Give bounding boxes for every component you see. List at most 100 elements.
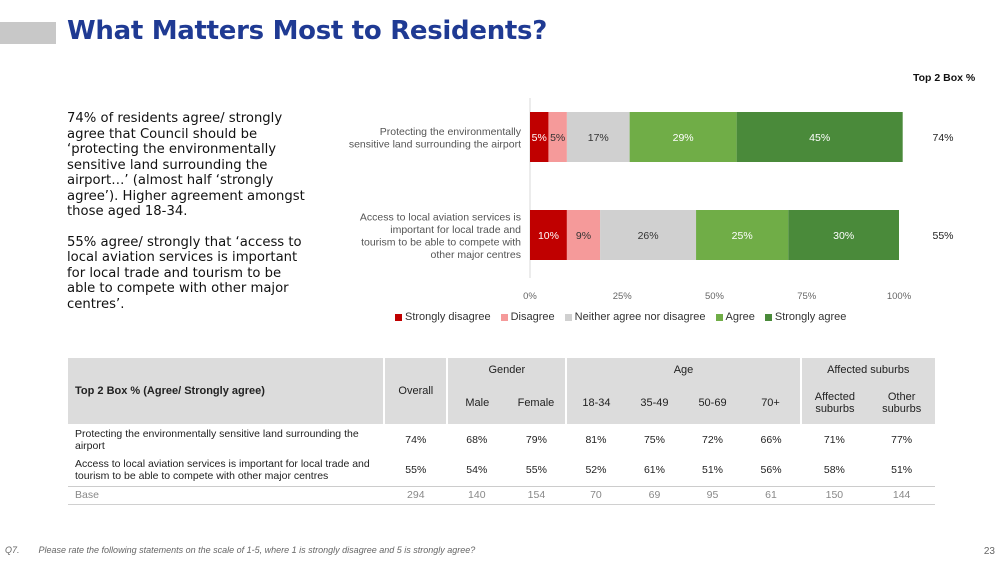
cell: 51% — [891, 464, 913, 477]
cell: 61% — [643, 464, 665, 477]
row-label: Protecting the environmentally sensitive… — [75, 427, 359, 452]
cell: 56% — [760, 464, 782, 477]
cell: 81% — [585, 433, 607, 446]
legend-swatch — [564, 313, 572, 321]
cell: 69 — [625, 485, 684, 504]
chart-svg: Protecting the environmentally sensitive … — [349, 98, 954, 302]
top2box-value: 55% — [932, 230, 953, 242]
stacked-bar-chart: Protecting the environmentally sensitive … — [330, 98, 980, 328]
data-label: 26% — [638, 230, 659, 242]
footnote: Q7. Please rate the following statements … — [5, 545, 475, 555]
col-age-35-49: 35-49 — [640, 397, 669, 409]
data-label: 5% — [532, 132, 547, 144]
top2box-value: 74% — [932, 132, 953, 144]
data-label: 29% — [673, 132, 694, 144]
data-label: 17% — [588, 132, 609, 144]
page-title: What Matters Most to Residents? — [67, 16, 547, 46]
x-tick-label: 75% — [797, 291, 817, 302]
cell: 52% — [585, 464, 607, 477]
cell: 55% — [405, 464, 427, 477]
x-tick-label: 50% — [705, 291, 725, 302]
legend-item: Neither agree nor disagree — [564, 311, 706, 323]
category-label: Access to local aviation services is impo… — [360, 211, 521, 261]
col-other-suburbs: Other suburbs — [882, 391, 922, 415]
legend-label: Strongly disagree — [405, 311, 491, 323]
bar-segment — [530, 112, 549, 162]
cell: 55% — [525, 464, 547, 477]
data-label: 30% — [833, 230, 854, 242]
cell: 77% — [891, 433, 913, 446]
cell: 66% — [760, 433, 782, 446]
bar-segment — [566, 210, 601, 260]
table-row: Protecting the environmentally sensitive… — [68, 424, 935, 455]
legend-swatch — [715, 313, 723, 321]
cell: 58% — [823, 464, 845, 477]
cell: 154 — [506, 485, 567, 504]
col-age-70-plus: 70+ — [761, 397, 780, 409]
legend-swatch — [395, 313, 402, 321]
col-male: Male — [446, 382, 507, 424]
legend-label: Neither agree nor disagree — [574, 311, 706, 323]
title-accent-tab — [0, 22, 56, 44]
cell: 95 — [683, 485, 742, 504]
commentary-paragraph-1: 74% of residents agree/ strongly agree t… — [67, 111, 305, 219]
cell: 140 — [447, 485, 507, 504]
bar-segment — [548, 112, 567, 162]
category-label: Protecting the environmentally sensitive … — [349, 126, 522, 151]
x-tick-label: 0% — [523, 291, 537, 302]
bar-segment — [788, 210, 899, 260]
bar-segment — [566, 112, 630, 162]
cell: 71% — [823, 433, 845, 446]
col-female: Female — [517, 397, 555, 409]
col-affected-suburbs: Affected suburbs — [799, 382, 869, 424]
cell: 70 — [566, 485, 626, 504]
bar-segment — [736, 112, 903, 162]
cell: 144 — [868, 485, 935, 504]
footnote-question: Q7. — [5, 545, 20, 555]
cell: 51% — [702, 464, 724, 477]
category-label-line: Protecting the environmentally — [380, 126, 522, 138]
cell: 75% — [643, 433, 665, 446]
cell: 54% — [466, 464, 488, 477]
commentary-text: 74% of residents agree/ strongly agree t… — [67, 111, 312, 327]
legend-label: Disagree — [510, 311, 555, 323]
legend-item: Agree — [715, 311, 755, 323]
x-tick-label: 100% — [887, 291, 912, 302]
top2box-header: Top 2 Box % — [913, 72, 976, 84]
legend-swatch — [500, 313, 508, 321]
group-gender: Gender — [446, 358, 567, 382]
legend-item: Strongly agree — [764, 311, 847, 323]
table-row-header: Top 2 Box % (Agree/ Strongly agree) — [75, 385, 265, 397]
col-age-50-69: 50-69 — [698, 397, 727, 409]
data-label: 5% — [550, 132, 565, 144]
bar-segment — [696, 210, 789, 260]
category-label-line: sensitive land surrounding the airport — [349, 138, 521, 150]
category-label-line: Access to local aviation services is — [360, 211, 521, 223]
data-label: 45% — [809, 132, 830, 144]
legend-label: Strongly agree — [774, 311, 847, 323]
row-label: Base — [68, 485, 385, 504]
col-overall: Overall — [383, 358, 448, 424]
group-suburbs: Affected suburbs — [799, 358, 935, 382]
legend-swatch — [764, 313, 772, 321]
cell: 294 — [384, 485, 448, 504]
legend-label: Agree — [725, 311, 755, 323]
cell: 150 — [800, 485, 869, 504]
cell: 68% — [466, 433, 488, 446]
data-label: 9% — [576, 230, 591, 242]
category-label-line: important for local trade and — [390, 224, 521, 236]
cell: 61 — [741, 485, 801, 504]
legend-item: Strongly disagree — [395, 311, 491, 323]
cell: 79% — [525, 433, 547, 446]
chart-legend: Strongly disagree Disagree Neither agree n… — [395, 311, 846, 323]
page-number: 23 — [983, 546, 995, 557]
data-label: 10% — [538, 230, 559, 242]
cell: 74% — [405, 433, 427, 446]
col-age-18-34: 18-34 — [565, 382, 626, 424]
bar-segment — [629, 112, 737, 162]
cell: 72% — [702, 433, 724, 446]
data-label: 25% — [732, 230, 753, 242]
legend-item: Disagree — [500, 311, 555, 323]
table-row: Access to local aviation services is imp… — [68, 455, 935, 486]
bar-segment — [530, 210, 567, 260]
